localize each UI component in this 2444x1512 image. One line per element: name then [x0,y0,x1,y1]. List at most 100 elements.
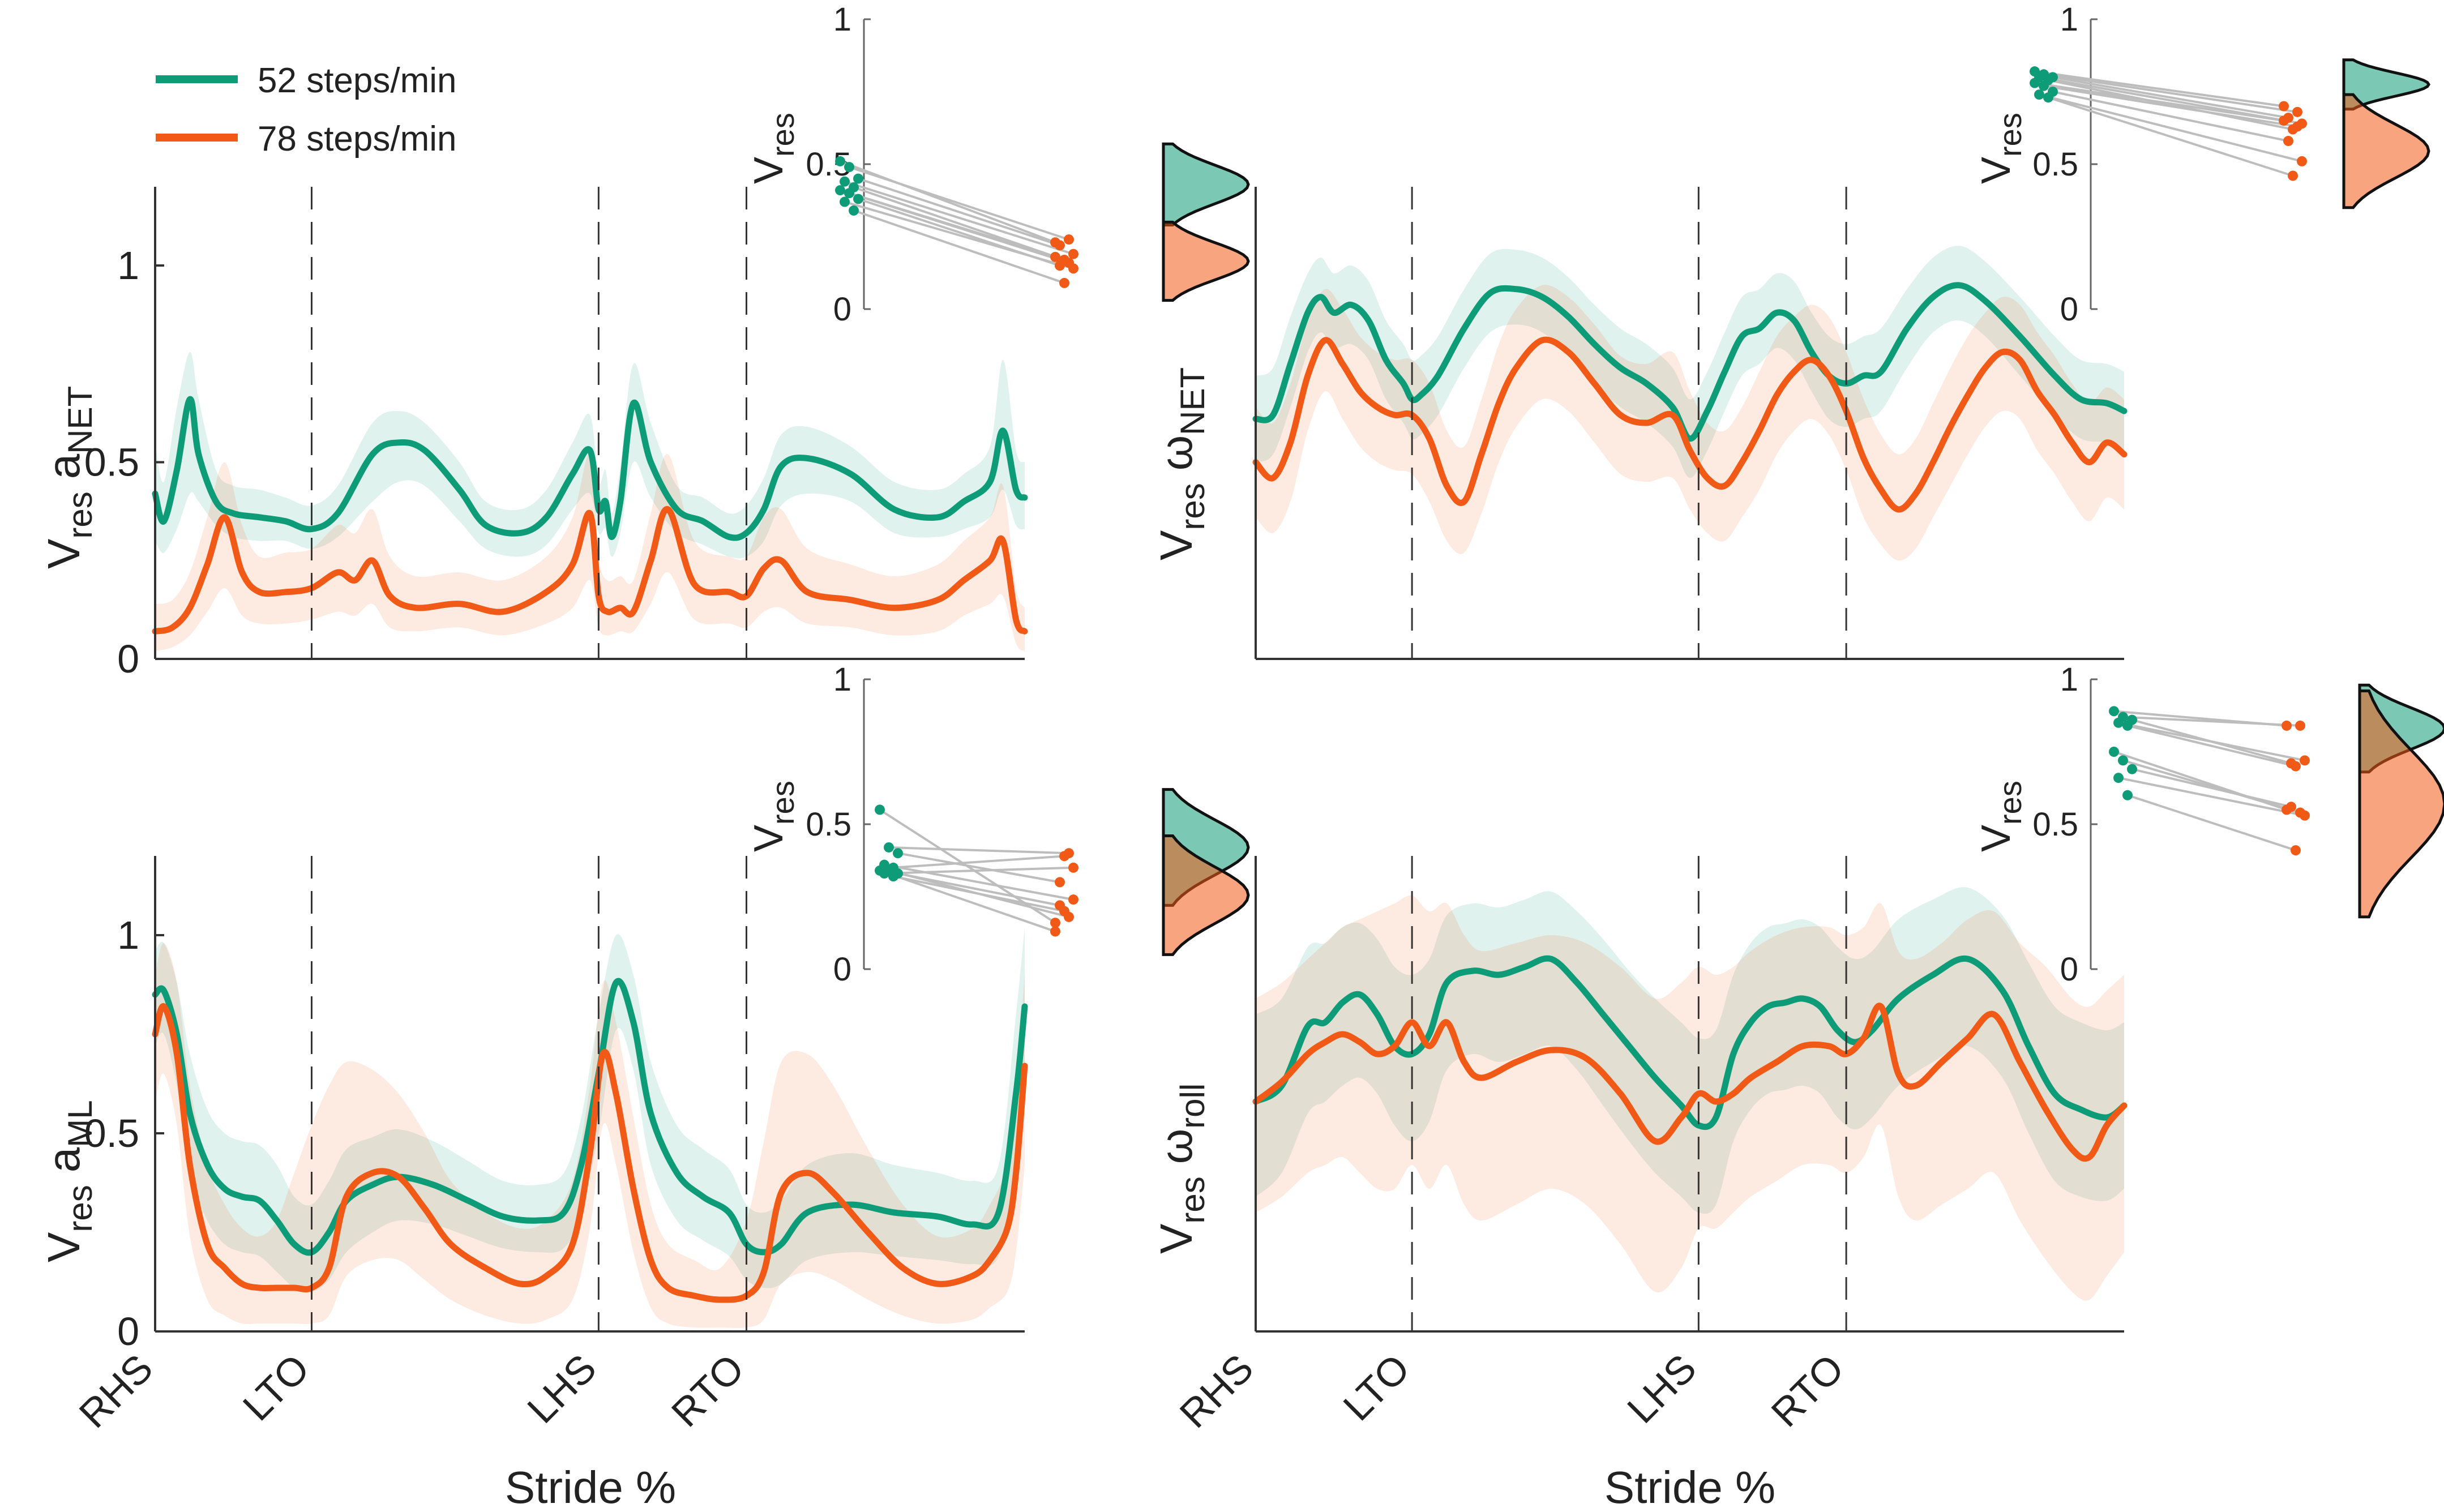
series-line-omegaNET-0 [1252,282,2128,442]
dot-78 [1055,877,1065,888]
dot-52 [844,188,854,199]
event-label-LTO: LTO [234,1346,318,1429]
dot-78 [1050,926,1060,937]
y-tick-label-aNET: 0 [117,637,139,681]
dot-52 [844,162,854,173]
dot-78 [1055,240,1065,251]
pair-line [884,863,1074,901]
density-78 [2342,93,2430,209]
y-axis-label-aNET: VresaNET [38,386,99,569]
dot-52 [840,176,850,187]
pair-line [2039,93,2302,162]
dot-52 [884,842,894,853]
event-label-LTO: LTO [1335,1346,1418,1429]
pair-line [884,866,1074,875]
panels: 0 0.5 1 VresaNET VresωNET RHS LTO LHS RTO 0 0.5 1 Vr… [38,1,2444,1436]
y-axis-label-aML: VresaML [38,1100,99,1262]
pair-line [844,180,1074,255]
x-axis-label-right: Stride % [1604,1462,1775,1512]
density-78 [1162,834,1250,956]
dot-52 [2122,720,2133,731]
inset-y-label: Vres [746,113,801,184]
inset-y-tick-label: 0 [2060,951,2078,988]
inset-y-tick-label: 0.5 [806,806,851,843]
dot-78 [2292,106,2302,117]
pair-line [2122,716,2301,727]
dot-78 [1050,251,1060,262]
dot-78 [2283,136,2293,147]
dot-78 [1068,862,1078,873]
dot-78 [2279,101,2289,112]
legend-label-52: 52 steps/min [258,61,457,100]
pair-line [849,166,1069,241]
dot-52 [853,173,863,184]
pair-line [840,160,1056,244]
inset-y-tick-label: 0.5 [2032,146,2078,183]
pair-line [2034,82,2284,122]
pair-line [897,852,1060,884]
dot-52 [2113,717,2124,728]
event-label-LHS: LHS [1619,1346,1705,1431]
pair-line [849,192,1069,264]
pair-line [879,869,1056,933]
legend: 52 steps/min 78 steps/min [156,61,457,159]
series-line-aML-1 [152,1003,1028,1303]
panel-omegaRoll: RHS LTO LHS RTO Vresωroll [1151,856,2128,1436]
inset-y-tick-label: 0 [833,951,851,988]
density-52 [2342,58,2430,111]
pair-line [2052,76,2289,119]
dot-52 [2113,773,2124,783]
dot-78 [2279,115,2289,126]
event-label-RHS: RHS [1171,1346,1262,1436]
dot-78 [2295,720,2305,731]
dot-52 [853,194,863,204]
dot-78 [2282,720,2292,731]
y-axis-label-omegaRoll: Vresωroll [1151,1083,1212,1254]
series-line-omegaNET-1 [1252,336,2128,513]
dot-78 [2292,121,2302,132]
dot-52 [875,804,885,815]
panel-omegaNET: VresωNET [1151,187,2128,660]
inset-inset-aML: 0 0.5 1 Vres [746,661,1250,988]
pair-line [2034,70,2284,108]
dot-52 [840,196,850,207]
dot-52 [879,868,889,879]
dot-78 [1050,918,1060,928]
dot-78 [2297,156,2307,166]
panel-aNET: 0 0.5 1 VresaNET [38,187,1028,681]
pair-line [893,875,1065,913]
event-label-RTO: RTO [663,1346,752,1435]
inset-y-tick-label: 0 [833,291,851,328]
inset-inset-omegaNET: 0 0.5 1 Vres [1974,1,2430,328]
dot-52 [2127,764,2137,774]
dot-78 [1064,234,1074,245]
inset-y-label: Vres [746,781,801,852]
density-78 [1162,220,1250,302]
x-axis-label-left: Stride % [505,1462,676,1512]
dot-78 [1055,260,1065,271]
inset-inset-omegaRoll: 0 0.5 1 Vres [1974,661,2444,988]
legend-label-78: 78 steps/min [258,119,457,159]
inset-y-tick-label: 0 [2060,291,2078,328]
pair-line [2052,91,2289,142]
dot-52 [2034,89,2044,100]
y-tick-label-aML: 0.5 [84,1111,139,1155]
y-tick-label-aML: 1 [117,913,139,957]
pair-line [2048,79,2293,131]
dot-52 [2118,755,2128,766]
inset-y-tick-label: 1 [2060,661,2078,698]
dot-52 [2030,78,2040,88]
pair-line [2048,96,2293,177]
dot-78 [1068,263,1078,274]
dot-52 [2043,92,2053,103]
event-label-RHS: RHS [71,1346,161,1436]
event-label-LHS: LHS [519,1346,605,1431]
series-line-omegaRoll-1 [1252,1003,2128,1162]
dot-78 [1059,906,1069,916]
series-line-aML-0 [152,978,1028,1256]
band-omegaNET-0 [1256,246,2124,478]
band-omegaRoll-1 [1256,895,2124,1301]
dot-78 [1059,851,1069,862]
dot-78 [1059,277,1069,288]
